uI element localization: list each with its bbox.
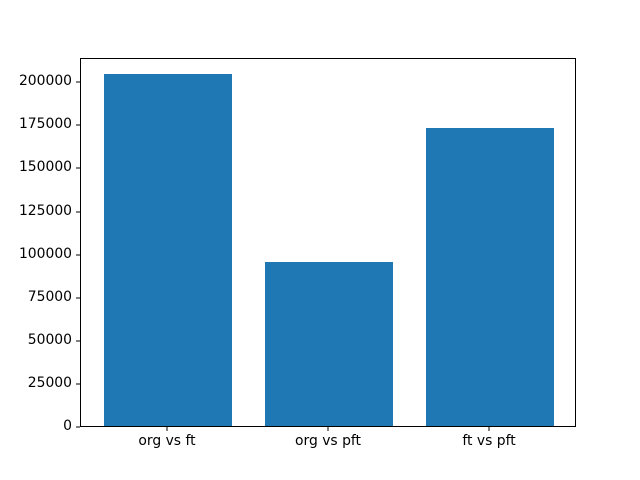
- bar-org-vs-ft: [103, 74, 233, 427]
- y-tick-label: 200000: [18, 73, 72, 90]
- x-tick-mark: [488, 427, 490, 432]
- y-tick-mark: [76, 254, 80, 256]
- y-tick-label: 0: [63, 418, 72, 435]
- y-tick-mark: [76, 124, 80, 126]
- y-tick-mark: [76, 297, 80, 299]
- y-tick-mark: [76, 383, 80, 385]
- bar-ft-vs-pft: [425, 127, 555, 427]
- x-tick-mark: [327, 427, 329, 432]
- y-tick-label: 175000: [18, 116, 72, 133]
- x-tick-label: org vs pft: [295, 433, 361, 450]
- y-tick-label: 50000: [27, 331, 72, 348]
- x-tick-label: ft vs pft: [462, 433, 516, 450]
- y-tick-label: 150000: [18, 159, 72, 176]
- y-tick-label: 100000: [18, 245, 72, 262]
- y-tick-label: 25000: [27, 375, 72, 392]
- x-tick-mark: [166, 427, 168, 432]
- plot-area: [80, 57, 576, 428]
- y-tick-label: 125000: [18, 202, 72, 219]
- y-tick-mark: [76, 426, 80, 428]
- x-tick-label: org vs ft: [138, 433, 196, 450]
- bar-org-vs-pft: [264, 262, 394, 427]
- y-tick-mark: [76, 340, 80, 342]
- y-tick-mark: [76, 167, 80, 169]
- y-tick-label: 75000: [27, 288, 72, 305]
- y-tick-mark: [76, 211, 80, 212]
- y-tick-mark: [76, 81, 80, 83]
